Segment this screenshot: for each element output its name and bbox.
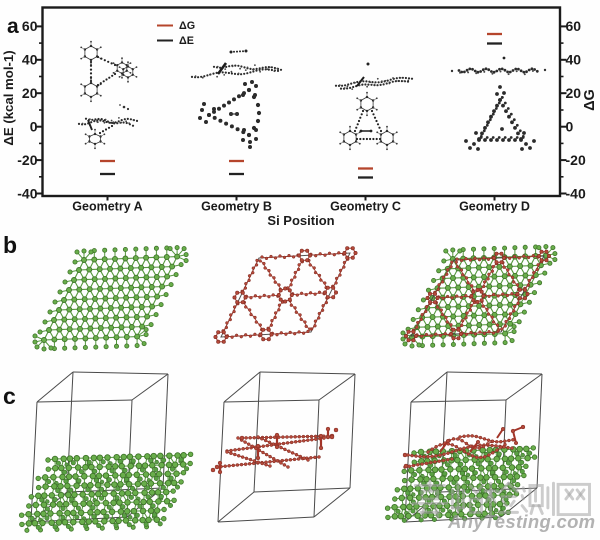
svg-text:a: a <box>7 15 19 38</box>
svg-text:40: 40 <box>566 52 582 68</box>
svg-text:60: 60 <box>22 18 38 34</box>
svg-text:0: 0 <box>30 118 38 134</box>
svg-text:Si Position: Si Position <box>267 213 334 228</box>
svg-text:ΔE (kcal mol-1): ΔE (kcal mol-1) <box>1 50 16 145</box>
svg-text:ΔG: ΔG <box>179 20 195 32</box>
svg-text:Geometry D: Geometry D <box>459 200 530 214</box>
svg-text:AnyTesting.com: AnyTesting.com <box>447 511 595 532</box>
svg-text:-40: -40 <box>566 185 586 201</box>
svg-text:20: 20 <box>22 85 38 101</box>
svg-text:c: c <box>3 383 16 409</box>
svg-text:0: 0 <box>566 118 574 134</box>
svg-text:60: 60 <box>566 18 582 34</box>
svg-text:20: 20 <box>566 85 582 101</box>
svg-text:-40: -40 <box>17 185 37 201</box>
svg-text:Geometry A: Geometry A <box>72 200 142 214</box>
svg-text:-20: -20 <box>17 152 37 168</box>
svg-text:-20: -20 <box>566 152 586 168</box>
svg-text:Geometry C: Geometry C <box>330 200 401 214</box>
svg-text:ΔG: ΔG <box>582 89 598 111</box>
svg-text:Geometry B: Geometry B <box>201 200 272 214</box>
svg-text:40: 40 <box>22 52 38 68</box>
svg-text:ΔE: ΔE <box>179 35 194 47</box>
svg-text:b: b <box>3 232 17 258</box>
